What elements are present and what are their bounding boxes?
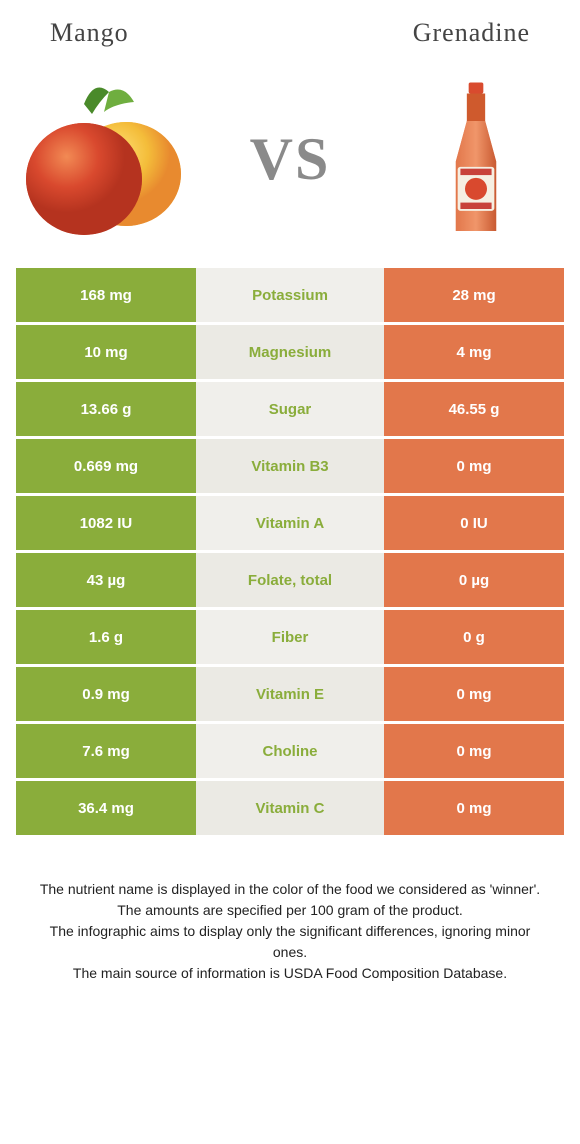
table-row: 1.6 gFiber0 g: [16, 610, 564, 664]
footer-line: The main source of information is USDA F…: [32, 963, 548, 984]
right-value: 28 mg: [384, 268, 564, 322]
grenadine-image: [386, 74, 566, 244]
vs-label: VS: [250, 125, 331, 194]
nutrient-name: Folate, total: [196, 553, 384, 607]
right-title: Grenadine: [413, 18, 530, 48]
footer-line: The amounts are specified per 100 gram o…: [32, 900, 548, 921]
right-value: 46.55 g: [384, 382, 564, 436]
nutrient-name: Vitamin B3: [196, 439, 384, 493]
nutrient-name: Sugar: [196, 382, 384, 436]
left-value: 1082 IU: [16, 496, 196, 550]
nutrient-name: Choline: [196, 724, 384, 778]
footer-line: The infographic aims to display only the…: [32, 921, 548, 963]
right-value: 4 mg: [384, 325, 564, 379]
left-value: 7.6 mg: [16, 724, 196, 778]
right-value: 0 IU: [384, 496, 564, 550]
mango-image: [14, 74, 194, 244]
table-row: 168 mgPotassium28 mg: [16, 268, 564, 322]
left-title: Mango: [50, 18, 129, 48]
right-value: 0 mg: [384, 667, 564, 721]
nutrient-name: Vitamin E: [196, 667, 384, 721]
left-value: 0.669 mg: [16, 439, 196, 493]
left-value: 43 µg: [16, 553, 196, 607]
table-row: 36.4 mgVitamin C0 mg: [16, 781, 564, 835]
table-row: 43 µgFolate, total0 µg: [16, 553, 564, 607]
right-value: 0 mg: [384, 781, 564, 835]
right-value: 0 µg: [384, 553, 564, 607]
comparison-table: 168 mgPotassium28 mg10 mgMagnesium4 mg13…: [0, 268, 580, 835]
footer-line: The nutrient name is displayed in the co…: [32, 879, 548, 900]
left-value: 1.6 g: [16, 610, 196, 664]
table-row: 1082 IUVitamin A0 IU: [16, 496, 564, 550]
table-row: 0.9 mgVitamin E0 mg: [16, 667, 564, 721]
nutrient-name: Vitamin C: [196, 781, 384, 835]
nutrient-name: Fiber: [196, 610, 384, 664]
nutrient-name: Vitamin A: [196, 496, 384, 550]
footer-notes: The nutrient name is displayed in the co…: [0, 835, 580, 984]
right-value: 0 mg: [384, 724, 564, 778]
right-value: 0 mg: [384, 439, 564, 493]
left-value: 168 mg: [16, 268, 196, 322]
table-row: 7.6 mgCholine0 mg: [16, 724, 564, 778]
left-value: 13.66 g: [16, 382, 196, 436]
nutrient-name: Potassium: [196, 268, 384, 322]
table-row: 13.66 gSugar46.55 g: [16, 382, 564, 436]
nutrient-name: Magnesium: [196, 325, 384, 379]
table-row: 0.669 mgVitamin B30 mg: [16, 439, 564, 493]
left-value: 10 mg: [16, 325, 196, 379]
right-value: 0 g: [384, 610, 564, 664]
left-value: 36.4 mg: [16, 781, 196, 835]
left-value: 0.9 mg: [16, 667, 196, 721]
table-row: 10 mgMagnesium4 mg: [16, 325, 564, 379]
